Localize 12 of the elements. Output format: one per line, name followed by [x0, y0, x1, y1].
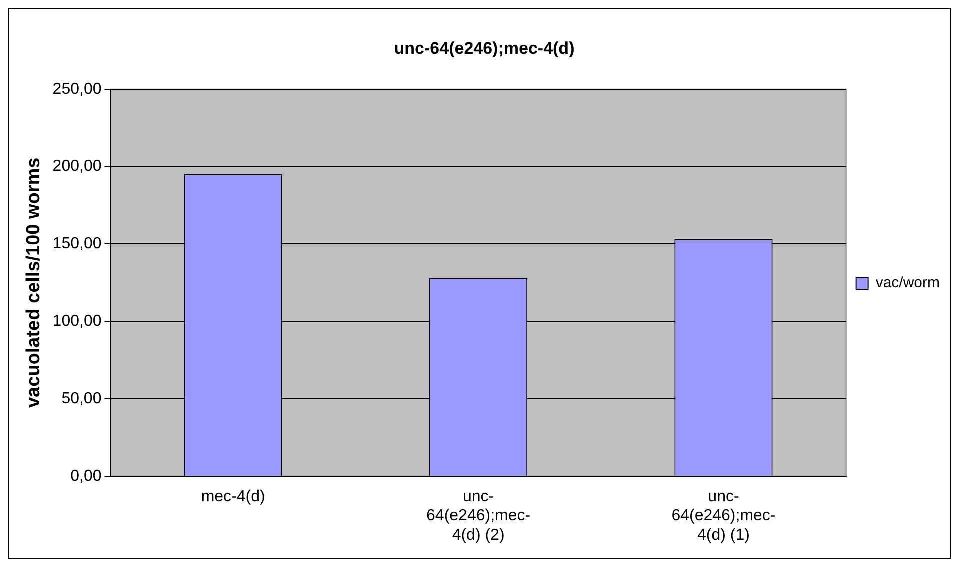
chart-title: unc-64(e246);mec-4(d): [394, 38, 575, 58]
x-tick-label: unc-64(e246);mec-4(d) (2): [426, 488, 531, 544]
y-tick-label: 250,00: [52, 80, 102, 98]
y-tick-label: 200,00: [52, 158, 102, 176]
x-tick-label: mec-4(d): [201, 488, 266, 506]
legend-label: vac/worm: [876, 274, 940, 292]
x-tick-label: unc-64(e246);mec-4(d) (1): [672, 488, 776, 544]
y-tick-label: 50,00: [62, 390, 102, 408]
y-axis-title: vacuolated cells/100 worms: [24, 158, 45, 408]
y-tick-label: 100,00: [52, 313, 102, 330]
y-tick-label: 150,00: [52, 236, 102, 253]
y-tick-label: 0,00: [70, 468, 102, 485]
